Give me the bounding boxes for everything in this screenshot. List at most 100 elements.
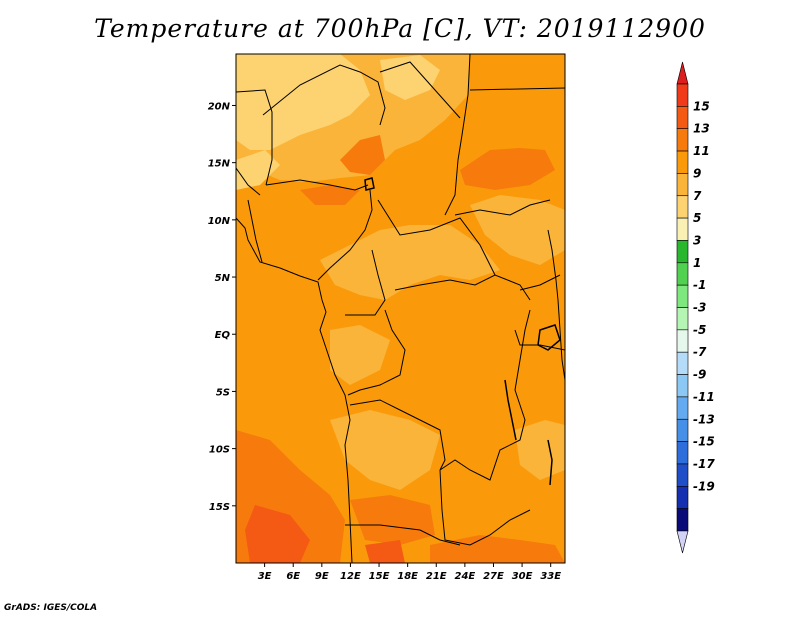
border-west-small-countries xyxy=(247,199,263,263)
colorbar-swatch xyxy=(676,284,689,308)
colorbar: 15 13 11 9 7 5 3 1 -1 -3 -5 -7 -9 -11 -13 -15 -17 -19 xyxy=(676,61,715,554)
colorbar-swatch xyxy=(676,128,689,152)
colorbar-swatch xyxy=(676,374,689,398)
field-region-sahara-pale-3 xyxy=(236,150,280,190)
field-region-south-hot xyxy=(350,495,435,545)
colorbar-label: 9 xyxy=(693,166,701,180)
colorbar-swatch xyxy=(676,329,689,353)
field-region-south-hottest xyxy=(365,540,405,563)
border-cameroon-car xyxy=(345,249,386,316)
temperature-field xyxy=(236,54,565,563)
lon-tick-label: 33E xyxy=(540,571,561,582)
colorbar-label: -15 xyxy=(693,435,715,449)
lon-tick-label: 27E xyxy=(483,571,504,582)
border-libya-chad xyxy=(379,61,461,119)
field-region-angola-warm xyxy=(330,410,440,490)
colorbar-label: -19 xyxy=(693,479,715,493)
coastline-east xyxy=(547,229,565,381)
colorbar-label: -1 xyxy=(693,278,706,292)
lon-tick-label: 3E xyxy=(258,571,272,582)
border-car-drc xyxy=(394,274,531,301)
colorbar-swatch xyxy=(676,195,689,219)
colorbar-label: -3 xyxy=(693,301,706,315)
lat-tick-label: EQ xyxy=(215,330,231,341)
colorbar-label: -9 xyxy=(693,368,706,382)
colorbar-label: -5 xyxy=(693,323,706,337)
field-region-sahara-pale-2 xyxy=(380,55,440,100)
colorbar-label: -11 xyxy=(693,390,715,404)
colorbar-label: 5 xyxy=(693,211,701,225)
lon-tick-label: 30E xyxy=(512,571,533,582)
field-region-sahara-pale xyxy=(236,54,370,150)
colorbar-swatch xyxy=(676,173,689,197)
colorbar-label: 1 xyxy=(693,256,701,270)
lat-tick-label: 10S xyxy=(209,445,230,456)
border-congo-drc xyxy=(347,309,406,396)
colorbar-bottom-arrow xyxy=(676,530,689,554)
border-niger-nigeria xyxy=(265,179,369,191)
border-sudan-southsudan xyxy=(454,199,551,216)
field-region-congo-warm xyxy=(330,325,390,385)
border-chad-car xyxy=(377,199,496,276)
colorbar-swatch xyxy=(676,217,689,241)
lake-chad xyxy=(364,177,375,191)
map-frame xyxy=(235,53,566,564)
map-title: Temperature at 700hPa [C], VT: 201911290… xyxy=(94,14,706,43)
colorbar-swatch xyxy=(676,150,689,174)
lon-tick-label: 12E xyxy=(340,571,361,582)
colorbar-swatch xyxy=(676,396,689,420)
border-mali-burkina xyxy=(236,167,261,196)
colorbar-swatch xyxy=(676,441,689,465)
colorbar-top-arrow xyxy=(676,61,689,85)
field-region-central-warm xyxy=(320,225,500,300)
border-lake-region xyxy=(514,329,565,351)
field-region-southwest-hottest xyxy=(245,505,310,563)
colorbar-swatch xyxy=(676,418,689,442)
border-chad-sudan xyxy=(444,54,471,216)
lat-tick-label: 15S xyxy=(209,502,230,513)
colorbar-swatch xyxy=(676,307,689,331)
coastline-west xyxy=(236,217,353,563)
colorbar-label: 15 xyxy=(693,99,710,113)
colorbar-swatch xyxy=(676,463,689,487)
lon-tick-label: 24E xyxy=(454,571,475,582)
border-egypt-sudan xyxy=(469,87,565,91)
latitude-axis: 20N 15N 10N 5N EQ 5S 10S 15S xyxy=(208,101,236,513)
colorbar-swatch xyxy=(676,262,689,286)
border-north-africa-west xyxy=(236,89,273,186)
border-drc-angola xyxy=(349,399,446,471)
colorbar-label: 11 xyxy=(693,144,710,158)
border-niger-algeria xyxy=(262,64,386,126)
colorbar-label: 3 xyxy=(693,233,701,247)
colorbar-label: 7 xyxy=(693,189,702,203)
colorbar-swatch xyxy=(676,508,689,532)
field-region-nigeria-hot xyxy=(300,185,360,205)
colorbar-swatch xyxy=(676,240,689,264)
colorbar-label: -13 xyxy=(693,412,715,426)
lat-tick-label: 5S xyxy=(216,387,230,398)
colorbar-swatch xyxy=(676,351,689,375)
field-region-southeast-hot xyxy=(430,535,565,563)
border-angola-namibia xyxy=(345,524,461,546)
lon-tick-label: 15E xyxy=(369,571,390,582)
colorbar-swatch xyxy=(676,485,689,509)
lat-tick-label: 5N xyxy=(215,273,231,284)
lon-tick-label: 21E xyxy=(426,571,447,582)
colorbar-swatch xyxy=(676,83,689,107)
border-ethiopia-kenya xyxy=(519,274,561,291)
colorbar-label: -17 xyxy=(693,457,715,471)
border-drc-east xyxy=(439,309,531,481)
field-region-sudan-hot xyxy=(460,148,555,190)
field-region-chad-lake-hot xyxy=(340,135,385,175)
lon-tick-label: 9E xyxy=(315,571,329,582)
colorbar-swatch xyxy=(676,106,689,129)
border-nigeria-cameroon xyxy=(317,189,373,281)
lat-tick-label: 10N xyxy=(208,216,231,227)
country-borders xyxy=(236,54,565,563)
grads-credit: GrADS: IGES/COLA xyxy=(4,603,98,613)
lon-tick-label: 18E xyxy=(397,571,418,582)
lon-tick-label: 6E xyxy=(286,571,300,582)
lake-tanganyika xyxy=(504,379,517,441)
field-region-mozambique-warm xyxy=(515,420,565,480)
